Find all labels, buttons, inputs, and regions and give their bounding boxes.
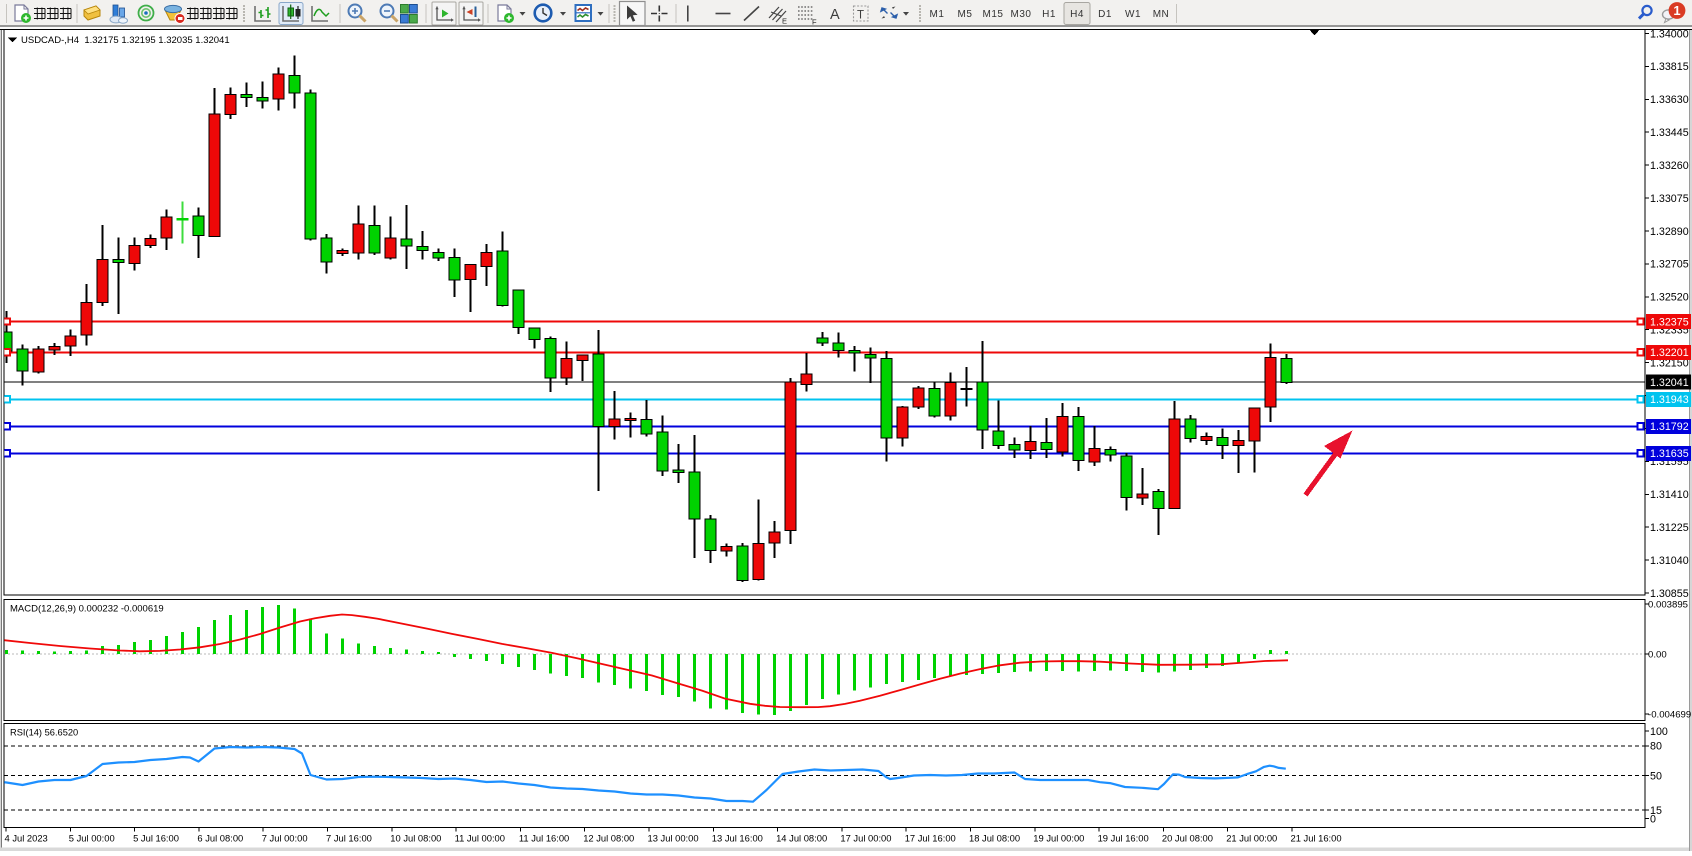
svg-text:4 Jul 2023: 4 Jul 2023 — [5, 833, 48, 844]
svg-text:1.34000: 1.34000 — [1650, 28, 1689, 40]
svg-text:10 Jul 08:00: 10 Jul 08:00 — [390, 833, 441, 844]
svg-text:1.33075: 1.33075 — [1650, 193, 1689, 205]
svg-text:MN: MN — [1153, 9, 1170, 20]
svg-text:RSI(14) 56.6520: RSI(14) 56.6520 — [10, 728, 78, 738]
svg-text:1.32201: 1.32201 — [1650, 347, 1689, 359]
svg-text:1.32705: 1.32705 — [1650, 259, 1689, 271]
svg-text:M5: M5 — [958, 9, 973, 20]
svg-text:21 Jul 16:00: 21 Jul 16:00 — [1291, 833, 1342, 844]
svg-text:1.33445: 1.33445 — [1650, 127, 1689, 139]
svg-text:1.33630: 1.33630 — [1650, 94, 1689, 106]
svg-text:18 Jul 08:00: 18 Jul 08:00 — [969, 833, 1020, 844]
svg-text:-0.004699: -0.004699 — [1648, 710, 1691, 721]
svg-text:19 Jul 16:00: 19 Jul 16:00 — [1098, 833, 1149, 844]
svg-text:1.32375: 1.32375 — [1650, 316, 1689, 328]
svg-text:20 Jul 08:00: 20 Jul 08:00 — [1162, 833, 1213, 844]
svg-text:M1: M1 — [930, 9, 945, 20]
svg-text:1.31410: 1.31410 — [1650, 489, 1689, 501]
svg-text:MACD(12,26,9) 0.000232 -0.0006: MACD(12,26,9) 0.000232 -0.000619 — [10, 604, 164, 615]
svg-text:1.32520: 1.32520 — [1650, 292, 1689, 304]
svg-text:5 Jul 16:00: 5 Jul 16:00 — [133, 833, 179, 844]
svg-text:11 Jul 16:00: 11 Jul 16:00 — [519, 833, 569, 844]
svg-text:W1: W1 — [1125, 9, 1141, 20]
svg-text:0: 0 — [1650, 813, 1656, 825]
svg-text:T: T — [857, 10, 864, 22]
svg-text:13 Jul 16:00: 13 Jul 16:00 — [712, 833, 763, 844]
svg-text:100: 100 — [1650, 726, 1668, 738]
svg-text:H4: H4 — [1070, 9, 1084, 20]
svg-text:14 Jul 08:00: 14 Jul 08:00 — [776, 833, 827, 844]
svg-text:7 Jul 16:00: 7 Jul 16:00 — [326, 833, 372, 844]
svg-text:80: 80 — [1650, 741, 1662, 753]
svg-text:1.32890: 1.32890 — [1650, 226, 1689, 238]
svg-text:11 Jul 00:00: 11 Jul 00:00 — [455, 833, 505, 844]
svg-text:A: A — [830, 7, 840, 23]
svg-text:17 Jul 16:00: 17 Jul 16:00 — [905, 833, 956, 844]
svg-text:12 Jul 08:00: 12 Jul 08:00 — [583, 833, 634, 844]
svg-text:6 Jul 08:00: 6 Jul 08:00 — [197, 833, 243, 844]
svg-text:15: 15 — [1650, 805, 1662, 817]
svg-text:0.00: 0.00 — [1648, 650, 1667, 661]
svg-text:1.31635: 1.31635 — [1650, 448, 1689, 460]
svg-text:E: E — [782, 17, 787, 26]
svg-text:1.33815: 1.33815 — [1650, 61, 1689, 73]
svg-text:M30: M30 — [1011, 9, 1032, 20]
svg-text:1.30855: 1.30855 — [1650, 588, 1689, 600]
svg-text:7 Jul 00:00: 7 Jul 00:00 — [262, 833, 308, 844]
svg-text:D1: D1 — [1098, 9, 1112, 20]
svg-text:50: 50 — [1650, 770, 1662, 782]
svg-text:M15: M15 — [983, 9, 1004, 20]
svg-text:1.32150: 1.32150 — [1650, 357, 1689, 369]
svg-text:13 Jul 00:00: 13 Jul 00:00 — [648, 833, 699, 844]
svg-text:H1: H1 — [1042, 9, 1056, 20]
svg-text:1.31225: 1.31225 — [1650, 522, 1689, 534]
svg-text:0.003895: 0.003895 — [1648, 600, 1688, 611]
svg-text:1: 1 — [1673, 3, 1680, 18]
svg-text:1.31040: 1.31040 — [1650, 555, 1689, 567]
svg-text:21 Jul 00:00: 21 Jul 00:00 — [1226, 833, 1277, 844]
svg-text:19 Jul 00:00: 19 Jul 00:00 — [1033, 833, 1084, 844]
svg-text:USDCAD-,H4 1.32175 1.32195 1.: USDCAD-,H4 1.32175 1.32195 1.32035 1.320… — [21, 35, 230, 46]
svg-text:F: F — [812, 18, 817, 27]
svg-text:1.31792: 1.31792 — [1650, 421, 1689, 433]
svg-text:1.33260: 1.33260 — [1650, 160, 1689, 172]
svg-text:17 Jul 00:00: 17 Jul 00:00 — [840, 833, 891, 844]
svg-text:5 Jul 00:00: 5 Jul 00:00 — [69, 833, 115, 844]
svg-text:1.31943: 1.31943 — [1650, 394, 1689, 406]
svg-text:1.32041: 1.32041 — [1650, 377, 1689, 389]
